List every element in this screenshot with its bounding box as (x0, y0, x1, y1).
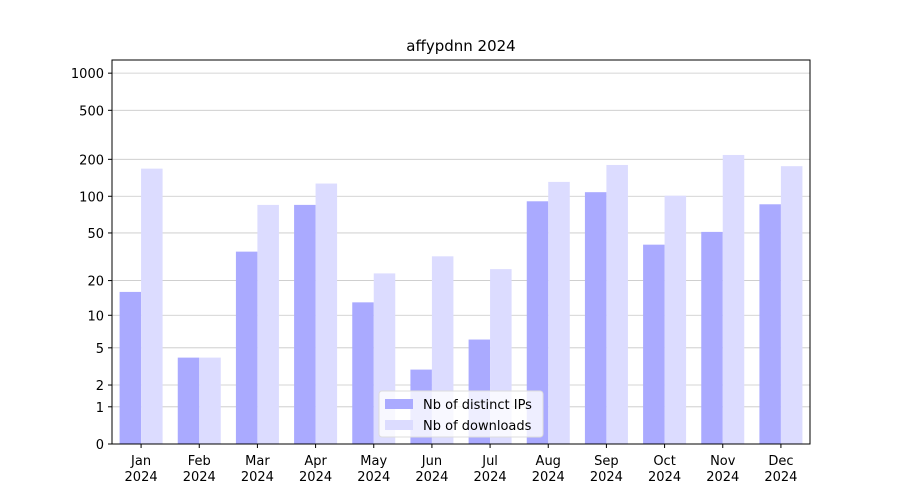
legend-swatch (385, 399, 413, 409)
x-tick-label: Apr 2024 (299, 454, 332, 485)
bar (780, 166, 803, 444)
y-tick-label: 500 (79, 104, 104, 119)
x-tick-label: Mar 2024 (241, 454, 274, 485)
bar (141, 168, 163, 444)
x-tick-label: Nov 2024 (706, 454, 739, 485)
legend-box (378, 390, 544, 438)
y-tick-label: 10 (87, 309, 104, 324)
bar (352, 302, 374, 444)
bar (643, 244, 665, 444)
x-tick-label: Sep 2024 (590, 454, 623, 485)
y-tick-label: 1000 (71, 67, 104, 82)
y-tick-label: 100 (79, 190, 104, 205)
bar (199, 357, 221, 444)
legend: Nb of distinct IPs Nb of downloads (378, 390, 544, 438)
x-tick-label: Aug 2024 (532, 454, 565, 485)
bar (584, 192, 607, 444)
plot-frame (111, 59, 811, 445)
y-tick-label: 1 (96, 401, 104, 416)
bar (177, 357, 200, 444)
y-tick-label: 0 (96, 438, 104, 453)
bar (119, 291, 142, 444)
y-tick-label: 20 (87, 275, 104, 290)
bar (722, 154, 745, 444)
y-tick-label: 5 (96, 342, 104, 357)
legend-label: Nb of downloads (423, 419, 532, 434)
legend-label: Nb of distinct IPs (423, 398, 532, 413)
y-tick-label: 200 (79, 153, 104, 168)
x-tick-label: Jul 2024 (474, 454, 507, 485)
bar (759, 204, 781, 444)
bar (701, 231, 723, 444)
bar (526, 201, 549, 444)
x-tick-label: Feb 2024 (183, 454, 216, 485)
bar (606, 164, 628, 444)
x-tick-label: Oct 2024 (648, 454, 681, 485)
x-tick-label: Jun 2024 (415, 454, 448, 485)
bar (294, 204, 316, 444)
x-tick-label: Dec 2024 (764, 454, 797, 485)
bar (315, 183, 338, 444)
bar (664, 195, 687, 444)
bar (235, 251, 258, 444)
legend-swatch (385, 420, 413, 430)
y-tick-label: 2 (96, 379, 104, 394)
x-tick-label: May 2024 (357, 454, 390, 485)
x-tick-label: Jan 2024 (125, 454, 158, 485)
bar (257, 204, 279, 444)
bar (548, 181, 570, 445)
y-tick-label: 50 (87, 227, 104, 242)
chart-title: affypdnn 2024 (406, 37, 515, 55)
